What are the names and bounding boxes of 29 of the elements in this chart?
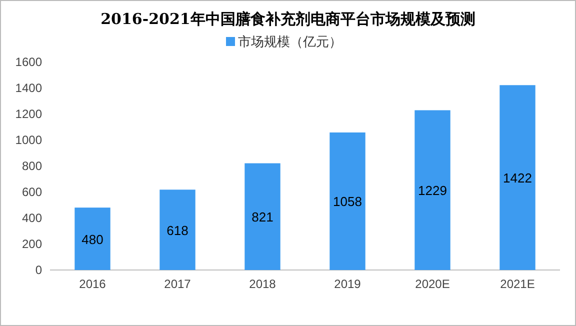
bar — [414, 110, 450, 270]
y-tick-label: 1200 — [15, 107, 42, 121]
bar — [74, 208, 110, 270]
y-tick-label: 0 — [35, 263, 42, 277]
data-label: 1422 — [503, 170, 532, 186]
bar — [160, 190, 196, 270]
y-tick-label: 600 — [22, 185, 42, 199]
y-tick-label: 400 — [22, 211, 42, 225]
y-tick-label: 1600 — [15, 55, 42, 69]
bar — [244, 163, 280, 270]
y-tick-label: 200 — [22, 237, 42, 251]
y-tick-label: 1000 — [15, 133, 42, 147]
bar — [330, 132, 366, 270]
data-label: 1229 — [418, 183, 447, 198]
x-tick-label: 2020E — [415, 277, 450, 291]
chart-title: 2016-2021年中国膳食补充剂电商平台市场规模及预测 — [100, 10, 476, 28]
data-label: 480 — [82, 232, 104, 247]
legend-label: 市场规模（亿元） — [238, 34, 342, 49]
data-label: 1058 — [333, 194, 362, 210]
data-label: 618 — [166, 222, 188, 238]
x-tick-label: 2018 — [249, 277, 276, 291]
x-tick-label: 2016 — [79, 277, 106, 291]
x-tick-label: 2021E — [500, 277, 535, 291]
x-tick-label: 2019 — [334, 277, 362, 291]
y-tick-label: 1400 — [15, 81, 42, 95]
data-label: 821 — [252, 210, 274, 225]
x-tick-label: 2017 — [164, 277, 192, 291]
bar — [500, 85, 536, 270]
y-tick-label: 800 — [22, 159, 42, 173]
